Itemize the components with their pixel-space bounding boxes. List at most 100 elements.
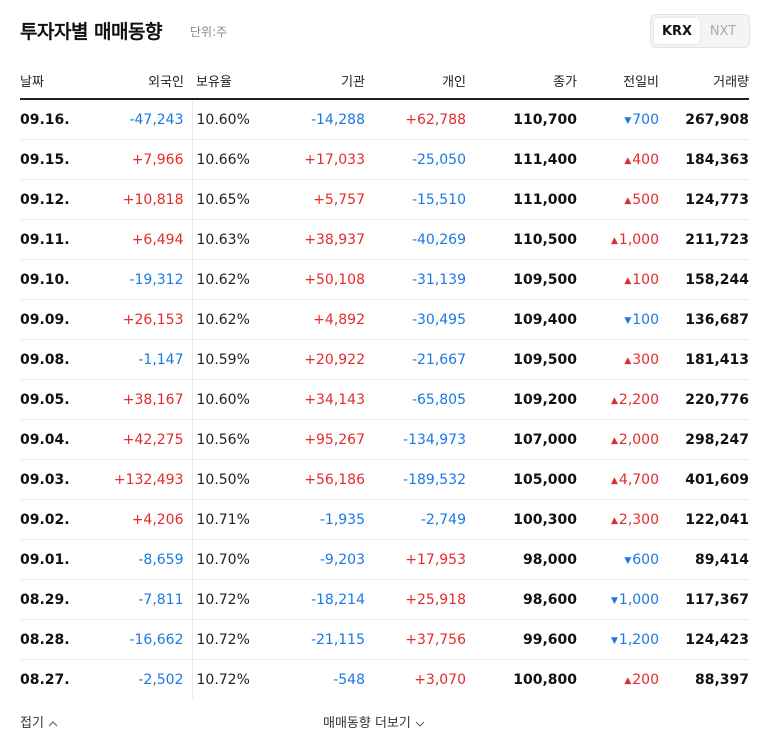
- row-institution: -9,203: [252, 539, 365, 580]
- row-change-value: 2,200: [618, 391, 659, 408]
- row-individual: -15,510: [365, 179, 466, 220]
- row-date: 09.03.: [20, 459, 72, 500]
- collapse-button[interactable]: 접기: [20, 712, 59, 731]
- row-individual: -65,805: [365, 379, 466, 420]
- row-volume: 220,776: [659, 379, 749, 420]
- row-close-price: 105,000: [466, 459, 577, 500]
- table-row: 09.01. -8,659 10.70% -9,203 +17,953 98,000 ▼60…: [20, 539, 749, 580]
- table-row: 09.09. +26,153 10.62% +4,892 -30,495 109,400 ▼…: [20, 299, 749, 340]
- market-krx-button[interactable]: KRX: [654, 18, 700, 44]
- row-change-value: 1,000: [618, 591, 659, 608]
- row-holding-rate: 10.72%: [192, 619, 252, 660]
- row-individual: -134,973: [365, 419, 466, 460]
- row-institution: -548: [333, 671, 365, 688]
- row-foreign: +6,494: [72, 219, 193, 260]
- row-date: 09.01.: [20, 539, 72, 580]
- row-change: ▲4,700: [577, 459, 659, 500]
- row-date: 09.11.: [20, 219, 72, 260]
- row-institution: +56,186: [252, 459, 365, 500]
- market-nxt-button[interactable]: NXT: [709, 23, 737, 39]
- row-volume: 158,244: [659, 259, 749, 300]
- row-close-price: 99,600: [466, 619, 577, 660]
- row-individual: -31,139: [365, 259, 466, 300]
- triangle-down-icon: ▼: [624, 555, 632, 566]
- col-header-individual: 개인: [365, 63, 466, 100]
- row-holding-rate: 10.65%: [192, 179, 252, 220]
- row-date: 09.15.: [20, 139, 72, 180]
- row-holding-rate: 10.62%: [192, 299, 252, 340]
- table-row: 09.08. -1,147 10.59% +20,922 -21,667 109,500 ▲…: [20, 339, 749, 380]
- row-change: ▼1,000: [577, 579, 659, 620]
- row-individual: -40,269: [365, 219, 466, 260]
- row-close-price: 98,000: [466, 539, 577, 580]
- row-foreign: +132,493: [72, 459, 193, 500]
- row-change: ▲200: [577, 660, 659, 700]
- row-close-price: 100,800: [513, 671, 577, 688]
- row-change-value: 1,200: [618, 631, 659, 648]
- triangle-up-icon: ▲: [624, 675, 632, 686]
- row-change-value: 300: [632, 351, 659, 368]
- row-holding-rate: 10.60%: [192, 99, 252, 140]
- more-trading-button[interactable]: 매매동향 더보기: [323, 712, 426, 731]
- row-individual: +37,756: [365, 619, 466, 660]
- col-header-holding: 보유율: [192, 63, 252, 100]
- row-date: 09.04.: [20, 419, 72, 460]
- table-row: 09.05. +38,167 10.60% +34,143 -65,805 109,200…: [20, 379, 749, 420]
- triangle-up-icon: ▲: [624, 275, 632, 286]
- row-institution: +38,937: [252, 219, 365, 260]
- triangle-down-icon: ▼: [624, 115, 632, 126]
- table-header-row: 날짜 외국인 보유율 기관 개인 종가 전일비 거래량: [20, 63, 749, 100]
- row-volume: 122,041: [659, 499, 749, 540]
- row-volume: 401,609: [659, 459, 749, 500]
- row-change: ▲300: [577, 339, 659, 380]
- row-change: ▲100: [577, 259, 659, 300]
- row-change-value: 2,000: [618, 431, 659, 448]
- triangle-up-icon: ▲: [610, 515, 618, 526]
- row-date: 09.09.: [20, 299, 72, 340]
- row-foreign: -47,243: [72, 99, 193, 140]
- row-individual: -189,532: [365, 459, 466, 500]
- row-institution: -1,935: [252, 499, 365, 540]
- col-header-close: 종가: [466, 63, 577, 100]
- row-volume: 298,247: [659, 419, 749, 460]
- row-volume: 184,363: [659, 139, 749, 180]
- triangle-down-icon: ▼: [624, 315, 632, 326]
- row-holding-rate: 10.72%: [196, 671, 250, 688]
- triangle-up-icon: ▲: [610, 395, 618, 406]
- row-foreign: -7,811: [72, 579, 193, 620]
- row-close-price: 98,600: [466, 579, 577, 620]
- row-foreign: -16,662: [72, 619, 193, 660]
- row-close-price: 109,500: [466, 339, 577, 380]
- row-holding-rate: 10.60%: [192, 379, 252, 420]
- row-volume: 181,413: [659, 339, 749, 380]
- row-change: ▲500: [577, 179, 659, 220]
- row-date: 09.02.: [20, 499, 72, 540]
- triangle-up-icon: ▲: [624, 155, 632, 166]
- row-date: 09.10.: [20, 259, 72, 300]
- row-foreign: -19,312: [72, 259, 193, 300]
- row-holding-rate: 10.63%: [192, 219, 252, 260]
- row-change: ▼100: [577, 299, 659, 340]
- row-date: 09.08.: [20, 339, 72, 380]
- row-institution: -21,115: [252, 619, 365, 660]
- table-row: 08.28. -16,662 10.72% -21,115 +37,756 99,600 ▼…: [20, 619, 749, 660]
- row-change-value: 200: [632, 671, 659, 688]
- table-body: 09.16. -47,243 10.60% -14,288 +62,788 110,700…: [20, 99, 749, 699]
- table-row: 09.11. +6,494 10.63% +38,937 -40,269 110,500 ▲…: [20, 219, 749, 260]
- row-foreign: +38,167: [72, 379, 193, 420]
- chevron-up-icon: [48, 720, 58, 726]
- col-header-institution: 기관: [252, 63, 365, 100]
- row-close-price: 109,500: [466, 259, 577, 300]
- triangle-down-icon: ▼: [610, 635, 618, 646]
- row-date: 08.28.: [20, 619, 72, 660]
- row-close-price: 100,300: [466, 499, 577, 540]
- row-holding-rate: 10.70%: [192, 539, 252, 580]
- table-row: 08.27. -2,502 10.72% -548 +3,070 100,800 ▲200 8…: [20, 659, 749, 700]
- row-foreign: +10,818: [72, 179, 193, 220]
- row-date: 08.29.: [20, 579, 72, 620]
- triangle-up-icon: ▲: [624, 355, 632, 366]
- row-close-price: 109,200: [466, 379, 577, 420]
- row-change-value: 500: [632, 191, 659, 208]
- table-row: 09.16. -47,243 10.60% -14,288 +62,788 110,700…: [20, 99, 749, 140]
- row-foreign: -8,659: [72, 539, 193, 580]
